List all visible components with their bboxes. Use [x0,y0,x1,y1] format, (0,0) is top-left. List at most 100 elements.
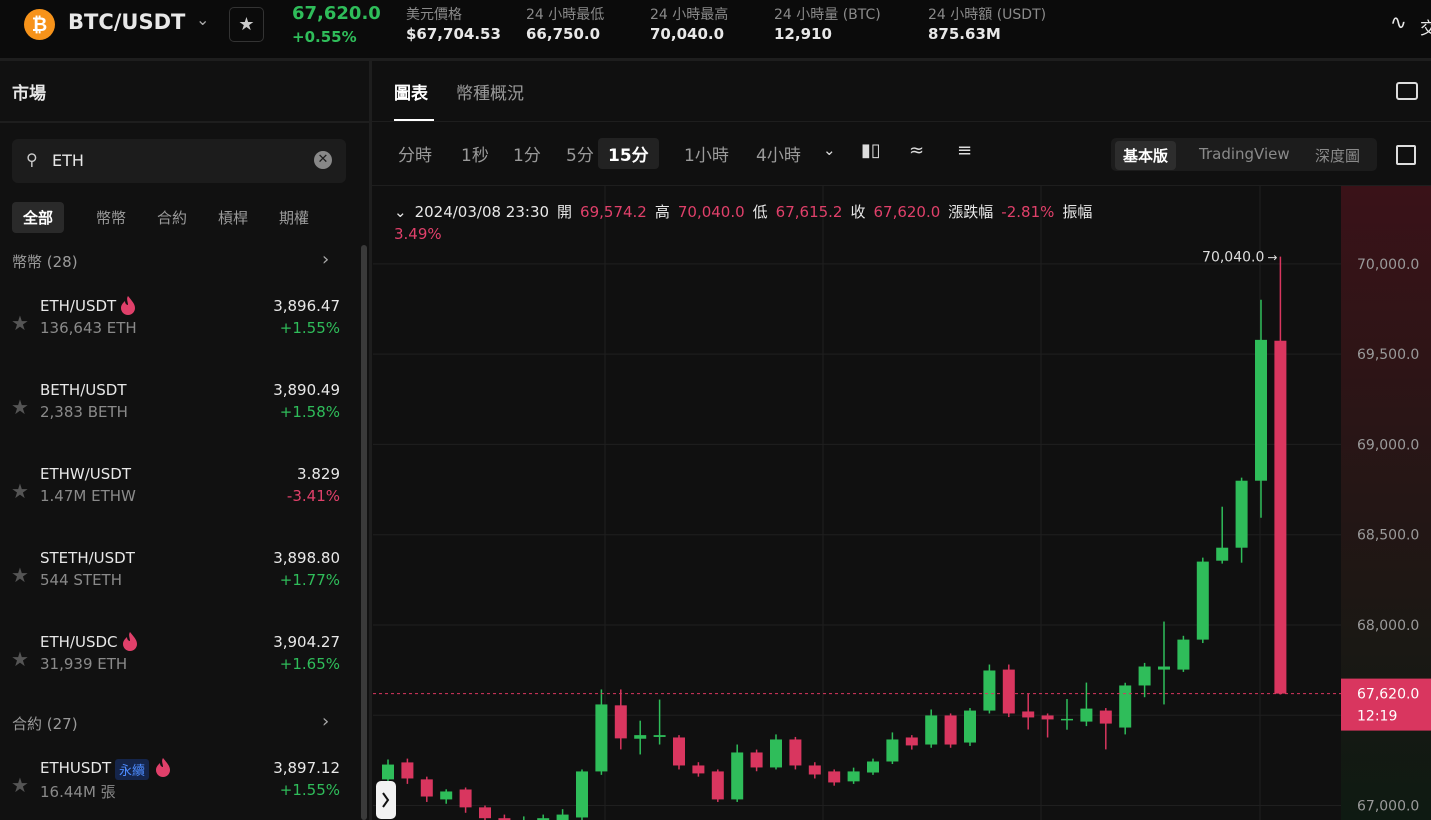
market-tab[interactable]: 全部 [12,202,65,233]
view-button[interactable]: 基本版 [1115,141,1177,170]
candle-body [479,807,491,819]
candle-body [1158,666,1170,670]
candle-body [944,715,957,745]
market-tab[interactable]: 期權 [279,209,310,227]
section-title[interactable]: 幣幣 (28) [12,253,78,271]
indicator-button[interactable]: ≈ [909,140,925,161]
divider [372,185,1431,186]
candle-body [420,779,433,797]
interval-button[interactable]: 5分 [566,146,594,166]
market-row[interactable]: ★ ETHW/USDT 1.47M ETHW 3.829 -3.41% [0,465,355,521]
candle-body [828,771,841,783]
collapse-icon[interactable]: ⌄ [394,203,407,221]
flame [123,632,137,651]
search-box[interactable]: ⚲ ETH ✕ [12,139,346,183]
market-tab[interactable]: 槓桿 [218,209,249,227]
candle-body [847,771,860,782]
interval-button[interactable]: 1分 [513,146,541,166]
candle-body [459,789,472,808]
interval-dropdown[interactable]: ⌄ [823,141,836,159]
stat-label: 24 小時量 (BTC) [774,7,881,23]
sidebar: 市場 ⚲ ETH ✕ 全部 幣幣 合約 槓桿 期權 幣幣 (28) › ★ ETH/USDT 136,64… [0,61,372,820]
interval-button[interactable]: 1秒 [461,146,489,166]
candle-body [1235,480,1248,548]
last-price-box [1341,678,1431,731]
candle-body [789,739,802,766]
star-icon: ★ [11,773,29,797]
pair: STETH/USDT [40,549,135,567]
market-tab[interactable]: 合約 [157,209,188,227]
section-title[interactable]: 合約 (27) [12,715,78,733]
info-label: 高 [654,203,670,221]
candle-body [556,814,569,820]
search-icon: ⚲ [26,150,38,169]
change: -3.41% [286,487,340,505]
change: +1.65% [279,655,340,673]
candle-body [983,670,996,711]
candle-body [925,715,938,745]
high-marker-label: 70,040.0 [1202,250,1264,266]
info-datetime: 2024/03/08 23:30 [414,203,550,221]
star-icon: ★ [11,563,29,587]
coin-icon: ₿ [24,9,55,40]
market-row[interactable]: ★ ETHUSDT 永續 16.44M 張 3,897.12 +1.55% [0,758,355,815]
candle-body [673,737,685,766]
star-icon: ★ [11,647,29,671]
market-row[interactable]: ★ ETH/USDT 136,643 ETH 3,896.47 +1.55% [0,296,355,353]
volume: 2,383 BETH [40,403,128,421]
expand-icon[interactable] [1396,145,1416,165]
scroll-handle[interactable] [376,781,396,819]
candle-body [1002,669,1015,714]
stat-value: $67,704.53 [406,25,501,43]
symbol[interactable]: BTC/USDT [68,10,186,34]
change: +1.58% [279,403,340,421]
favorite-button[interactable]: ★ [229,7,264,42]
section-arrow: › [322,711,330,732]
interval-button[interactable]: 1小時 [684,146,729,166]
scrollbar [361,245,367,820]
view-button[interactable]: TradingView [1199,145,1290,163]
main-tab[interactable]: 圖表 [394,84,428,104]
price: 3,896.47 [273,297,340,315]
badge: 永續 [115,759,150,780]
clear-button[interactable]: ✕ [314,151,332,169]
star-icon: ★ [11,311,29,335]
candle-body [770,739,782,768]
view-button[interactable]: 深度圖 [1315,147,1361,165]
candle-body [1177,639,1190,670]
ohlc-info: ⌄ 2024/03/08 23:30 開 69,574.2 高 70,040.0 低 67,6… [394,201,1124,245]
volume: 16.44M 張 [40,783,116,801]
candle-type-button[interactable]: ▮▯ [861,140,881,161]
fullscreen-icon[interactable] [1396,82,1418,100]
market-tab[interactable]: 幣幣 [96,209,127,227]
active-tab-underline [394,119,434,121]
interval-button[interactable]: 分時 [398,146,432,166]
price: 3,904.27 [273,633,340,651]
price: 3.829 [297,465,340,483]
market-row[interactable]: ★ ETH/USDC 31,939 ETH 3,904.27 +1.65% [0,632,355,689]
candle-body [382,764,394,780]
settings-button[interactable]: ≡ [957,140,973,161]
market-row[interactable]: ★ BETH/USDT 2,383 BETH 3,890.49 +1.58% [0,381,355,437]
candle-body [731,752,744,800]
pair: BETH/USDT [40,381,127,399]
header: ₿ BTC/USDT ⌄ ★ 67,620.0 +0.55% 美元價格 $67,704.53 2… [0,0,1431,61]
y-tick-label: 69,500.0 [1357,347,1419,363]
info-value: -2.81% [1001,203,1055,221]
price: 3,890.49 [273,381,340,399]
candle-body [537,818,550,820]
dropdown-icon: ⌄ [196,10,210,29]
y-tick-label: 69,000.0 [1357,437,1419,453]
stat-value: 70,040.0 [650,25,725,43]
section-arrow: › [322,249,330,270]
main-tab[interactable]: 幣種概況 [456,84,524,104]
chart-toggle-icon[interactable]: ∿ [1390,10,1407,34]
stat-value: 12,910 [774,25,832,43]
candle-body [867,761,879,773]
interval-button[interactable]: 4小時 [756,146,801,166]
market-row[interactable]: ★ STETH/USDT 544 STETH 3,898.80 +1.77% [0,549,355,605]
interval-button[interactable]: 15分 [598,138,659,169]
divider [0,121,369,123]
volume: 136,643 ETH [40,319,137,337]
info-value: 67,620.0 [873,203,941,221]
